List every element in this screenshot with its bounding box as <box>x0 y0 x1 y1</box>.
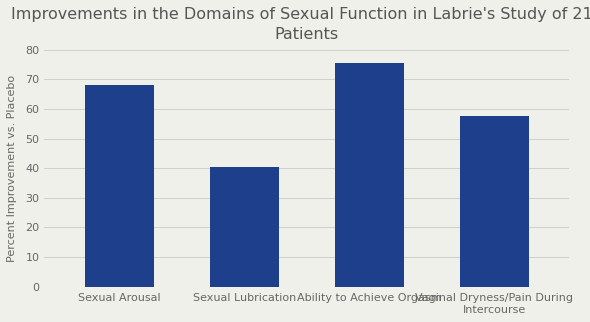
Y-axis label: Percent Improvement vs. Placebo: Percent Improvement vs. Placebo <box>7 75 17 262</box>
Bar <box>460 117 529 287</box>
Bar <box>210 167 278 287</box>
Title: Improvements in the Domains of Sexual Function in Labrie's Study of 216
Patients: Improvements in the Domains of Sexual Fu… <box>11 7 590 42</box>
Bar <box>335 63 404 287</box>
Bar <box>85 85 153 287</box>
